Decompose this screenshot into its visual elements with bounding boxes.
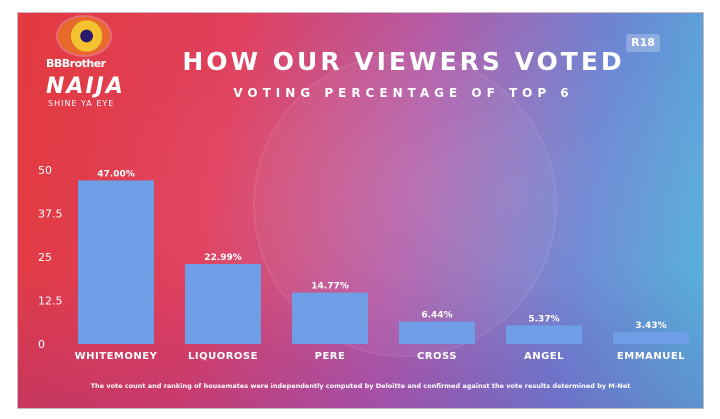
bar-liquorose [185,263,261,344]
bar-pere [292,292,368,344]
y-tick-label: 12.5 [38,295,63,308]
bar-chart: 0 12.5 25 37.5 50 47.00% WHITEMONEY 22.99% LIQUO… [38,164,689,362]
bar-value-label: 6.44% [421,311,452,321]
chart-subtitle: VOTING PERCENTAGE OF TOP 6 [233,86,574,100]
y-tick-label: 50 [38,164,52,177]
category-label: EMMANUEL [617,351,685,362]
y-tick-label: 37.5 [38,208,63,221]
bar-value-label: 22.99% [204,253,242,263]
y-tick-label: 0 [38,338,45,351]
logo-line-3: SHINE YA EYE [48,99,115,108]
logo-line-1: BBBrother [46,57,106,70]
chart-frame: BBBrother NAIJA SHINE YA EYE HOW OUR VIE… [17,12,704,409]
category-label: CROSS [417,351,457,362]
bar-value-label: 47.00% [97,169,135,179]
y-tick-label: 25 [38,251,52,264]
bar-emmanuel [613,332,689,344]
bar-whitemoney [78,180,154,344]
logo-line-2: NAIJA [46,74,125,99]
category-label: LIQUOROSE [188,351,258,362]
bar-value-label: 3.43% [635,321,666,331]
age-rating-badge: R18 [626,34,660,52]
bar-value-label: 14.77% [311,282,349,292]
category-label: ANGEL [524,351,564,362]
bar-cross [399,321,475,344]
eye-logo-icon [58,17,110,55]
show-logo: BBBrother NAIJA SHINE YA EYE [42,17,132,127]
bar-value-label: 5.37% [528,314,559,324]
footnote: The vote count and ranking of housemates… [90,382,631,390]
category-label: WHITEMONEY [75,351,158,362]
chart-title: HOW OUR VIEWERS VOTED [182,47,625,76]
category-label: PERE [315,351,346,362]
bar-angel [506,325,582,344]
